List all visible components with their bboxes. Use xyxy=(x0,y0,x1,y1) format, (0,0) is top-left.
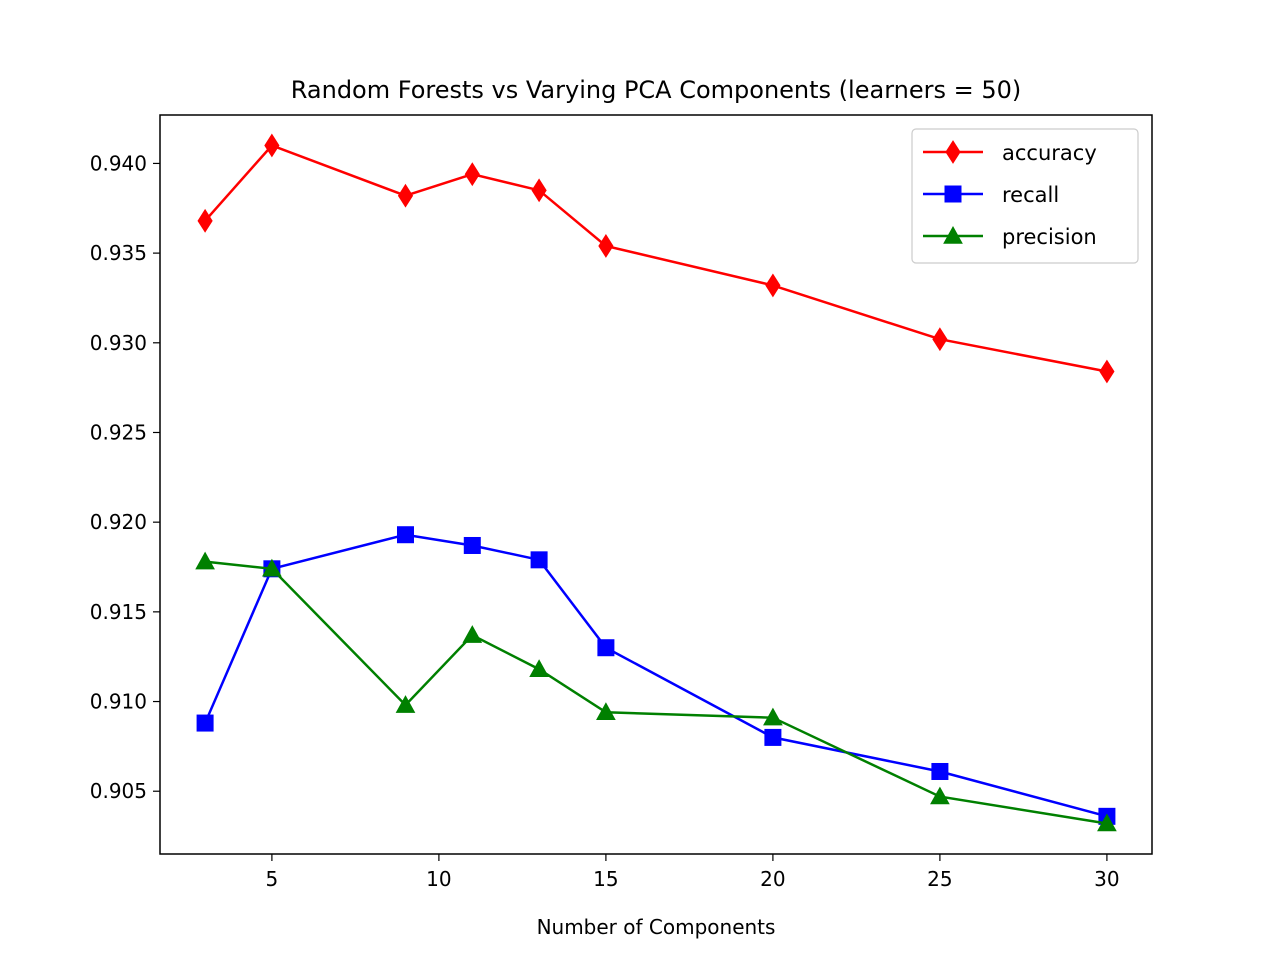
data-point-accuracy xyxy=(464,162,480,187)
y-tick-label: 0.920 xyxy=(90,510,147,534)
y-tick-label: 0.905 xyxy=(90,779,147,803)
legend-marker xyxy=(945,140,961,164)
chart-title: Random Forests vs Varying PCA Components… xyxy=(291,76,1022,104)
data-point-recall xyxy=(196,714,214,732)
legend-marker xyxy=(944,185,962,203)
series-recall xyxy=(196,526,1116,825)
data-point-precision xyxy=(1097,813,1117,832)
data-point-accuracy xyxy=(765,273,781,298)
x-tick-label: 5 xyxy=(266,867,279,891)
data-point-precision xyxy=(395,695,416,713)
x-axis-label: Number of Components xyxy=(537,915,776,939)
data-point-precision xyxy=(529,659,549,677)
data-point-accuracy xyxy=(531,178,547,203)
x-tick-label: 10 xyxy=(426,867,451,891)
data-point-recall xyxy=(396,526,414,544)
data-point-precision xyxy=(930,786,950,805)
y-tick-label: 0.910 xyxy=(90,690,147,714)
x-tick-label: 25 xyxy=(927,867,952,891)
data-point-accuracy xyxy=(197,208,213,233)
y-tick-label: 0.940 xyxy=(90,151,147,175)
data-point-precision xyxy=(262,558,282,577)
x-axis: 5 10 15 20 25 30 xyxy=(266,854,1120,891)
legend-marker xyxy=(943,225,963,244)
data-point-recall xyxy=(597,639,615,657)
y-tick-label: 0.925 xyxy=(90,420,147,444)
data-point-recall xyxy=(931,762,949,780)
y-axis: 0.905 0.910 0.915 0.920 0.925 0.930 0.935 0.940 xyxy=(90,151,160,803)
legend-label: accuracy xyxy=(1002,141,1097,165)
data-point-recall xyxy=(764,728,782,746)
x-tick-label: 20 xyxy=(760,867,785,891)
legend-box xyxy=(911,128,1139,264)
data-point-accuracy xyxy=(598,234,614,258)
data-point-accuracy xyxy=(264,133,280,158)
data-point-accuracy xyxy=(1099,359,1115,384)
y-tick-label: 0.930 xyxy=(90,331,147,355)
legend-label: precision xyxy=(1002,225,1097,249)
legend-label: recall xyxy=(1002,183,1059,207)
series-precision xyxy=(195,551,1117,832)
data-point-accuracy xyxy=(932,327,948,352)
data-point-precision xyxy=(596,702,616,720)
series-accuracy xyxy=(197,133,1115,384)
data-point-precision xyxy=(462,625,483,643)
legend-item-precision: precision xyxy=(923,225,1097,249)
data-point-accuracy xyxy=(397,183,414,208)
data-point-precision xyxy=(763,707,783,726)
data-point-recall xyxy=(530,551,548,569)
plot-frame xyxy=(159,114,1153,855)
x-tick-label: 15 xyxy=(593,867,618,891)
x-tick-label: 30 xyxy=(1094,867,1119,891)
y-tick-label: 0.915 xyxy=(90,600,147,624)
data-point-recall xyxy=(463,536,481,554)
legend-item-recall: recall xyxy=(923,183,1059,207)
data-point-precision xyxy=(195,551,215,570)
legend-item-accuracy: accuracy xyxy=(923,140,1097,165)
legend: accuracy recall precision xyxy=(911,128,1139,264)
y-tick-label: 0.935 xyxy=(90,241,147,265)
series-layer xyxy=(195,133,1117,832)
